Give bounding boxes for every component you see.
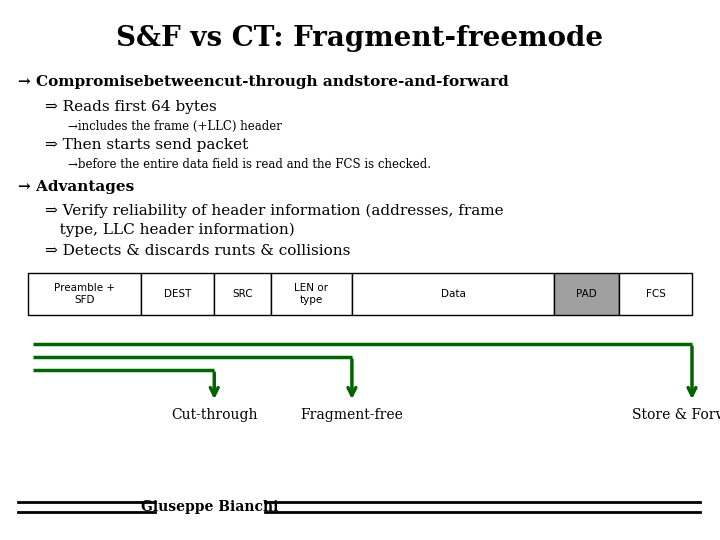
Text: LEN or
type: LEN or type xyxy=(294,283,328,305)
Text: SRC: SRC xyxy=(233,289,253,299)
Text: Store & Forward: Store & Forward xyxy=(632,408,720,422)
Text: Cut-through: Cut-through xyxy=(171,408,258,422)
Text: PAD: PAD xyxy=(576,289,597,299)
Bar xyxy=(619,273,692,315)
Bar xyxy=(554,273,619,315)
Bar xyxy=(28,273,141,315)
Text: S&F vs CT: Fragment-freemode: S&F vs CT: Fragment-freemode xyxy=(117,25,603,52)
Text: DEST: DEST xyxy=(164,289,192,299)
Text: ⇒ Reads first 64 bytes: ⇒ Reads first 64 bytes xyxy=(45,100,217,114)
Text: ⇒ Verify reliability of header information (addresses, frame: ⇒ Verify reliability of header informati… xyxy=(45,204,503,218)
Text: → Compromisebetweencut-through andstore-and-forward: → Compromisebetweencut-through andstore-… xyxy=(18,75,509,89)
Text: Data: Data xyxy=(441,289,466,299)
Text: ⇒ Then starts send packet: ⇒ Then starts send packet xyxy=(45,138,248,152)
Bar xyxy=(215,273,271,315)
Bar xyxy=(271,273,352,315)
Text: → Advantages: → Advantages xyxy=(18,180,134,194)
Text: →before the entire data field is read and the FCS is checked.: →before the entire data field is read an… xyxy=(68,158,431,171)
Text: FCS: FCS xyxy=(646,289,665,299)
Bar xyxy=(141,273,215,315)
Bar xyxy=(352,273,554,315)
Text: →includes the frame (+LLC) header: →includes the frame (+LLC) header xyxy=(68,120,282,133)
Text: Preamble +
SFD: Preamble + SFD xyxy=(54,283,115,305)
Text: type, LLC header information): type, LLC header information) xyxy=(45,223,294,238)
Text: Giuseppe Bianchi: Giuseppe Bianchi xyxy=(141,500,279,514)
Text: Fragment-free: Fragment-free xyxy=(300,408,403,422)
Text: ⇒ Detects & discards runts & collisions: ⇒ Detects & discards runts & collisions xyxy=(45,244,351,258)
